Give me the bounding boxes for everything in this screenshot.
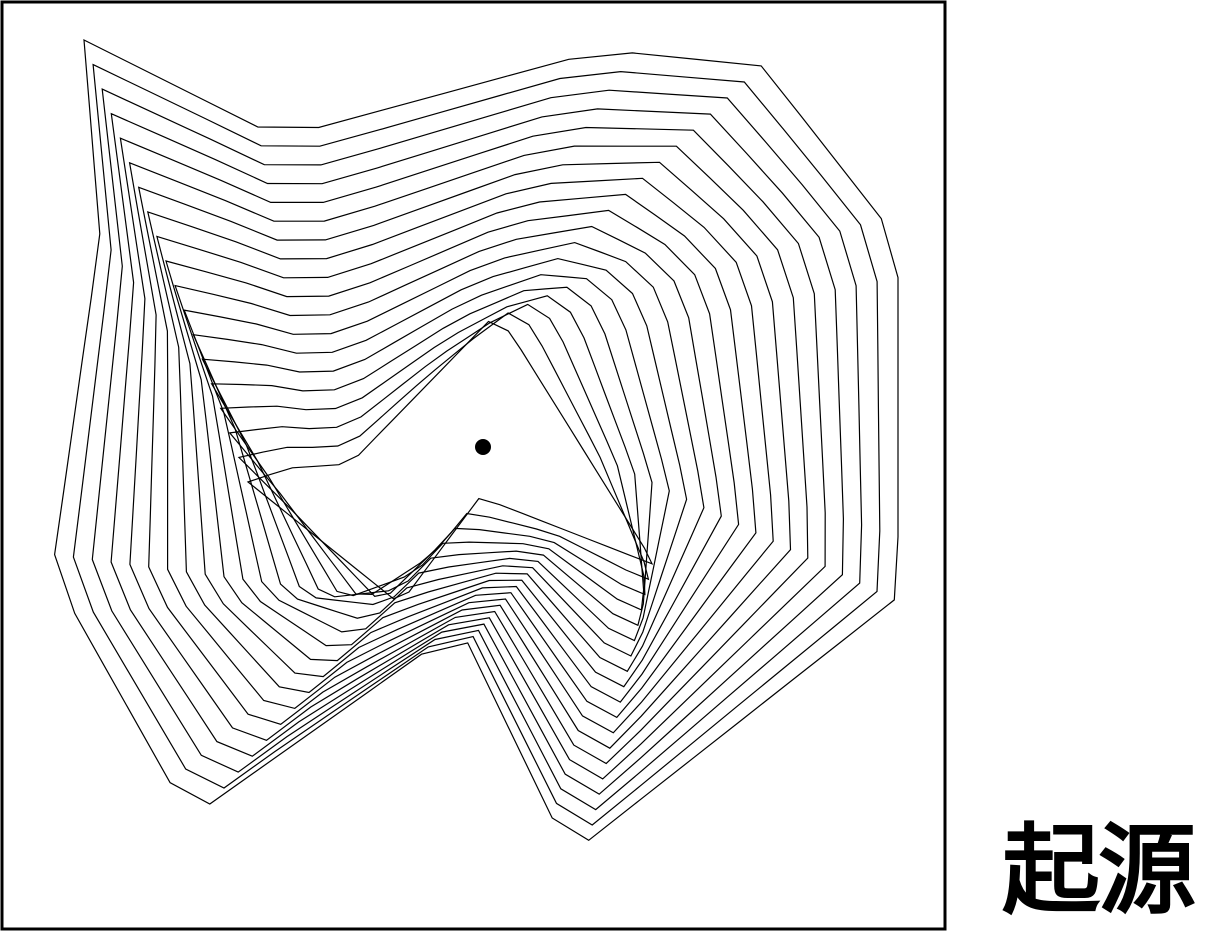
origin-dot (475, 439, 491, 455)
caption-title: 起源 (1002, 812, 1214, 930)
spiral-ring (248, 322, 652, 599)
spiral-ring (139, 162, 791, 748)
spiral-ring (55, 40, 898, 840)
spiral-ring (221, 296, 644, 610)
spiral-rings (55, 40, 898, 840)
spiral-ring (120, 128, 825, 779)
spiral-ring (166, 210, 739, 702)
spiral-ring (130, 146, 808, 763)
spiral-ring (148, 178, 773, 733)
artwork-border (2, 2, 945, 929)
